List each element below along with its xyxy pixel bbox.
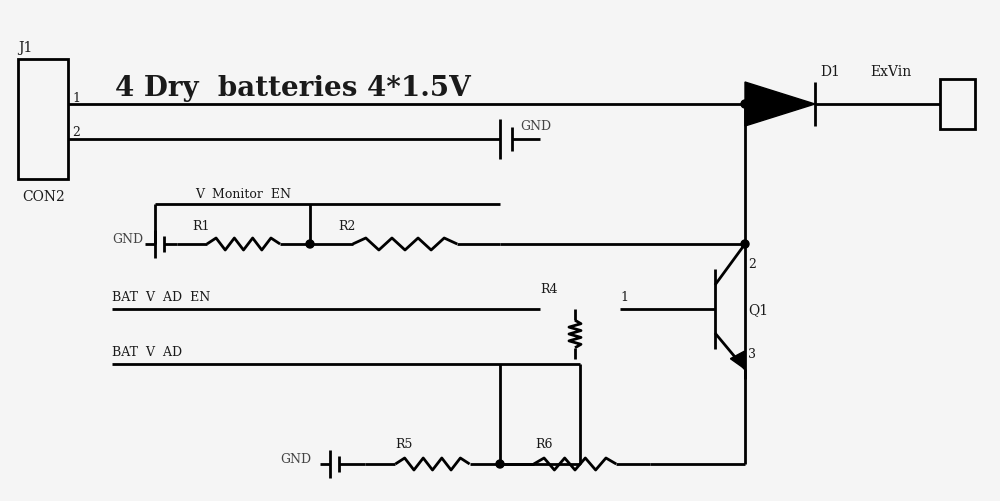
Text: BAT  V  AD  EN: BAT V AD EN — [112, 291, 210, 304]
Circle shape — [306, 240, 314, 248]
Bar — [940, 80, 975, 130]
Text: V  Monitor  EN: V Monitor EN — [195, 188, 291, 201]
Text: R5: R5 — [395, 438, 412, 450]
Text: R1: R1 — [192, 220, 210, 233]
Circle shape — [741, 240, 749, 248]
Text: 1: 1 — [620, 291, 628, 304]
Text: GND: GND — [112, 233, 143, 246]
Text: ExVin: ExVin — [870, 65, 911, 79]
Text: GND: GND — [520, 119, 551, 132]
Text: BAT  V  AD: BAT V AD — [112, 346, 182, 359]
Circle shape — [496, 460, 504, 468]
Text: 2: 2 — [72, 126, 80, 139]
Text: 3: 3 — [748, 348, 756, 361]
Text: CON2: CON2 — [22, 189, 65, 203]
Text: R4: R4 — [540, 283, 558, 296]
Text: R2: R2 — [338, 220, 355, 233]
Text: Q1: Q1 — [748, 303, 768, 316]
Text: 1: 1 — [72, 91, 80, 104]
Text: R6: R6 — [535, 438, 552, 450]
Polygon shape — [745, 83, 815, 127]
Text: J1: J1 — [18, 41, 32, 55]
Bar — [18, 60, 68, 180]
Text: 2: 2 — [748, 258, 756, 271]
Polygon shape — [730, 351, 745, 369]
Text: D1: D1 — [820, 65, 840, 79]
Circle shape — [741, 101, 749, 109]
Text: GND: GND — [280, 452, 311, 465]
Text: 4 Dry  batteries 4*1.5V: 4 Dry batteries 4*1.5V — [115, 74, 471, 101]
